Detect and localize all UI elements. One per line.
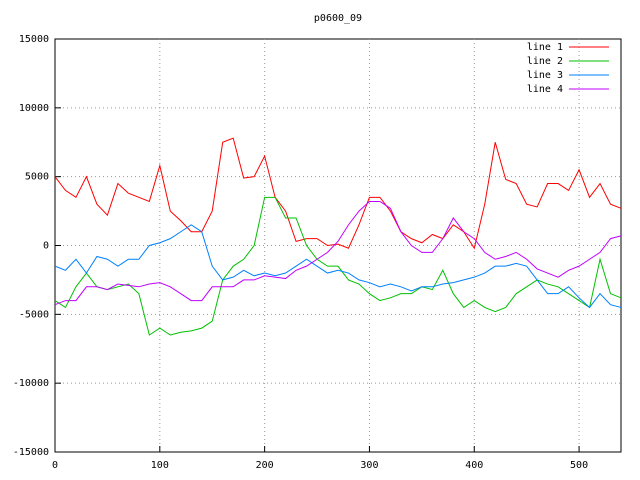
y-tick-label: -10000 bbox=[13, 378, 49, 389]
legend-label: line 2 bbox=[527, 56, 563, 67]
x-tick-label: 300 bbox=[360, 460, 378, 471]
y-tick-label: 10000 bbox=[19, 103, 49, 114]
y-tick-label: 5000 bbox=[25, 172, 49, 183]
legend-label: line 4 bbox=[527, 84, 563, 95]
chart-title: p0600_09 bbox=[314, 13, 362, 24]
y-tick-label: -5000 bbox=[19, 309, 49, 320]
series-line bbox=[54, 196, 622, 336]
x-tick-label: 100 bbox=[151, 460, 169, 471]
x-tick-label: 200 bbox=[256, 460, 274, 471]
x-tick-label: 400 bbox=[465, 460, 483, 471]
x-tick-label: 0 bbox=[52, 460, 58, 471]
series-line bbox=[54, 224, 622, 309]
x-tick-label: 500 bbox=[570, 460, 588, 471]
series-line bbox=[54, 200, 622, 306]
y-tick-label: 15000 bbox=[19, 34, 49, 45]
series-line bbox=[54, 137, 622, 250]
legend-label: line 3 bbox=[527, 70, 563, 81]
y-tick-label: 0 bbox=[43, 241, 49, 252]
y-tick-label: -15000 bbox=[13, 447, 49, 458]
legend-label: line 1 bbox=[527, 42, 563, 53]
